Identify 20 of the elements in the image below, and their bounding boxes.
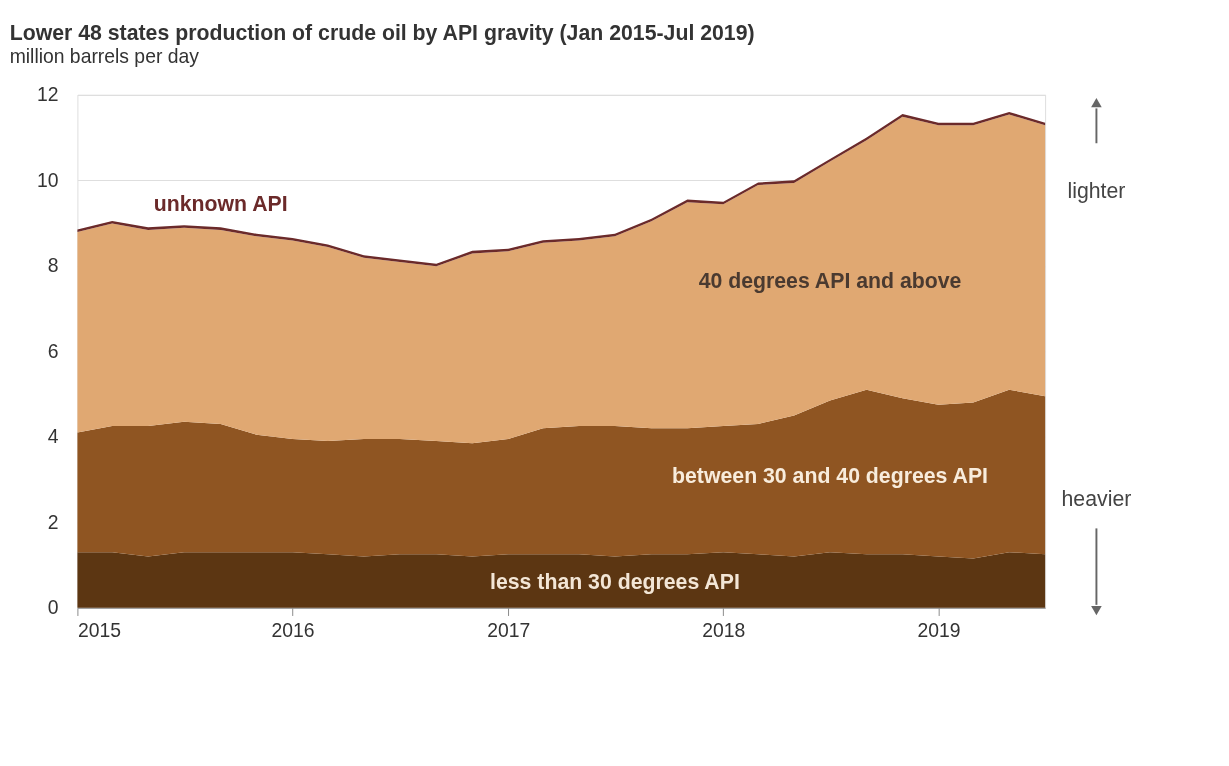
text: lighter: [1067, 179, 1126, 204]
series-label: unknown API: [153, 191, 288, 216]
y-tick-label: 6: [47, 339, 59, 362]
chart-subtitle: million barrels per day: [9, 44, 200, 67]
text: heavier: [1061, 487, 1132, 512]
y-tick-label: 4: [47, 425, 59, 448]
y-tick-label: 0: [47, 596, 59, 619]
series-label: between 30 and 40 degrees API: [672, 464, 988, 489]
chart-title: Lower 48 states production of crude oil by API gravity (Jan 2015-Jul 2019): [9, 20, 755, 45]
x-tick-label: 2018: [702, 619, 746, 642]
x-tick-label: 2019: [917, 619, 961, 642]
x-tick-label: 2017: [487, 619, 531, 642]
y-tick-label: 8: [47, 254, 59, 277]
x-tick-label: 2015: [77, 619, 121, 642]
series-label: 40 degrees API and above: [698, 268, 962, 293]
y-tick-label: 10: [37, 168, 59, 191]
x-tick-label: 2016: [271, 619, 315, 642]
y-tick-label: 12: [37, 83, 59, 106]
y-tick-label: 2: [47, 510, 59, 533]
series-label: less than 30 degrees API: [490, 569, 740, 594]
